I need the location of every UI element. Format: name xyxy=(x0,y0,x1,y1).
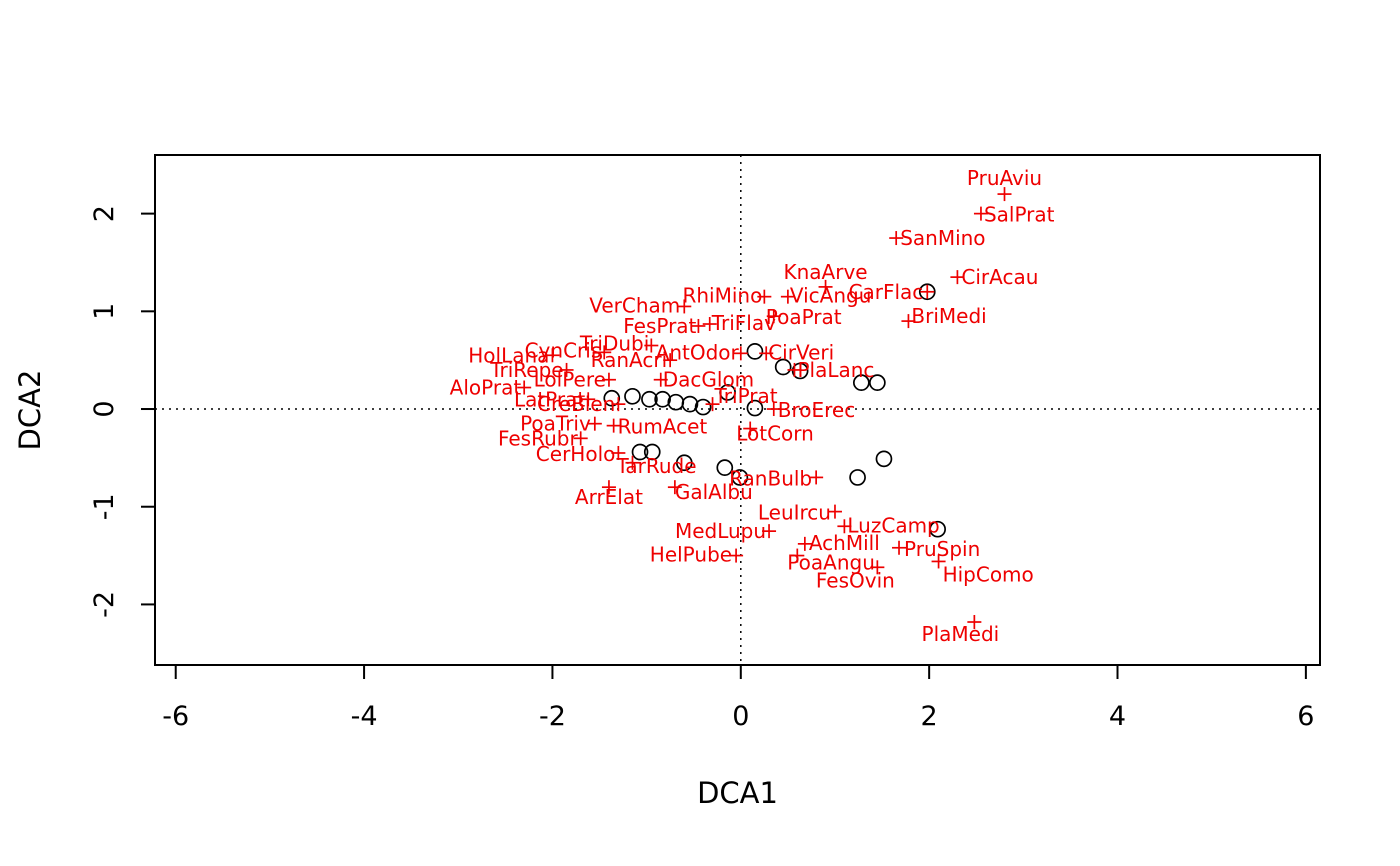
site-point xyxy=(694,398,712,416)
site-point xyxy=(675,454,693,472)
species-label: FesOvin xyxy=(816,568,895,592)
x-tick-label: 4 xyxy=(1109,701,1126,732)
site-point xyxy=(869,374,886,391)
species-label: RanBulb xyxy=(729,466,812,490)
species-label: RhiMino xyxy=(682,284,762,308)
species-label: LolPere xyxy=(534,368,606,392)
species-label: TriFlav xyxy=(711,311,776,335)
species-label: SalPrat xyxy=(984,203,1055,227)
site-point xyxy=(929,520,946,538)
site-point xyxy=(875,450,893,468)
site-point xyxy=(654,390,671,408)
species-label: CirAcau xyxy=(961,265,1038,289)
species-label: AloPrat xyxy=(450,376,522,400)
species-label: CynCris xyxy=(525,338,602,362)
species-label: VerCham xyxy=(589,293,680,317)
species-label: TriRepe xyxy=(489,358,563,382)
species-label: LotCorn xyxy=(736,422,814,446)
x-tick-label: -4 xyxy=(351,701,378,732)
species-label: RumAcet xyxy=(618,415,708,439)
site-point xyxy=(603,389,621,407)
site-point xyxy=(624,387,641,405)
y-tick-label: -1 xyxy=(89,493,120,520)
site-point xyxy=(641,390,658,408)
species-label: PoaTriv xyxy=(520,412,591,436)
species-label: PoaPrat xyxy=(766,305,842,329)
species-label: CerHolo xyxy=(536,442,616,466)
plot-frame xyxy=(154,154,1321,666)
species-label: BriMedi xyxy=(911,304,986,328)
species-label: TriPrat xyxy=(714,384,778,408)
x-tick-label: 0 xyxy=(732,701,749,732)
species-label: RanAcri xyxy=(591,348,668,372)
species-label: HelPube xyxy=(650,543,732,567)
species-label: CirVeri xyxy=(768,340,834,364)
species-label: HolLana xyxy=(468,343,549,367)
species-label: AntOdor xyxy=(656,340,740,364)
x-tick-label: 2 xyxy=(921,701,938,732)
site-point xyxy=(719,384,736,401)
site-point xyxy=(918,283,936,301)
species-label: PlaLanc xyxy=(797,358,874,382)
species-label: BroErec xyxy=(778,398,855,422)
site-point xyxy=(746,399,764,417)
site-point xyxy=(731,469,749,486)
species-label: SanMino xyxy=(900,226,985,250)
site-point xyxy=(716,459,734,476)
x-tick-label: 6 xyxy=(1297,701,1314,732)
species-label: CreBien xyxy=(537,392,615,416)
site-point xyxy=(667,393,685,411)
x-tick-label: -6 xyxy=(162,701,189,732)
species-label: PruAviu xyxy=(967,166,1042,190)
species-label: LatPrat xyxy=(514,387,585,411)
species-label: ArrElat xyxy=(575,485,643,509)
site-point xyxy=(746,343,764,360)
site-point xyxy=(849,469,866,486)
species-label: PruSpin xyxy=(904,537,980,561)
site-point xyxy=(774,358,792,376)
site-point xyxy=(643,443,661,461)
species-label: CarFlac xyxy=(849,280,924,304)
x-axis-title: DCA1 xyxy=(697,776,778,810)
species-label: MedLupu xyxy=(675,519,766,543)
y-tick-label: 0 xyxy=(89,400,120,417)
species-label: VicAngu xyxy=(790,284,872,308)
y-tick-label: -2 xyxy=(89,591,120,618)
species-label: PlaMedi xyxy=(922,622,1000,646)
y-tick-label: 1 xyxy=(89,303,120,320)
site-point xyxy=(852,374,870,391)
y-axis-title: DCA2 xyxy=(13,370,47,451)
species-label: LuzCamp xyxy=(847,513,939,537)
species-label: KnaArve xyxy=(784,260,868,284)
species-label: HipComo xyxy=(943,562,1034,586)
species-label: LeuIrcu xyxy=(758,501,831,525)
species-label: FesRubr xyxy=(498,426,579,450)
site-point xyxy=(681,395,699,413)
species-label: AchMill xyxy=(809,531,880,555)
x-tick-label: -2 xyxy=(539,701,566,732)
site-point xyxy=(631,443,649,461)
species-label: TriDubi xyxy=(579,332,649,356)
y-tick-label: 2 xyxy=(89,205,120,222)
species-label: FesPrat xyxy=(623,314,696,338)
species-label: GalAlbu xyxy=(675,480,753,504)
species-label: TarRude xyxy=(615,454,696,478)
site-point xyxy=(791,362,809,380)
species-label: DacGlom xyxy=(663,368,754,392)
species-label: PoaAngu xyxy=(787,551,875,575)
